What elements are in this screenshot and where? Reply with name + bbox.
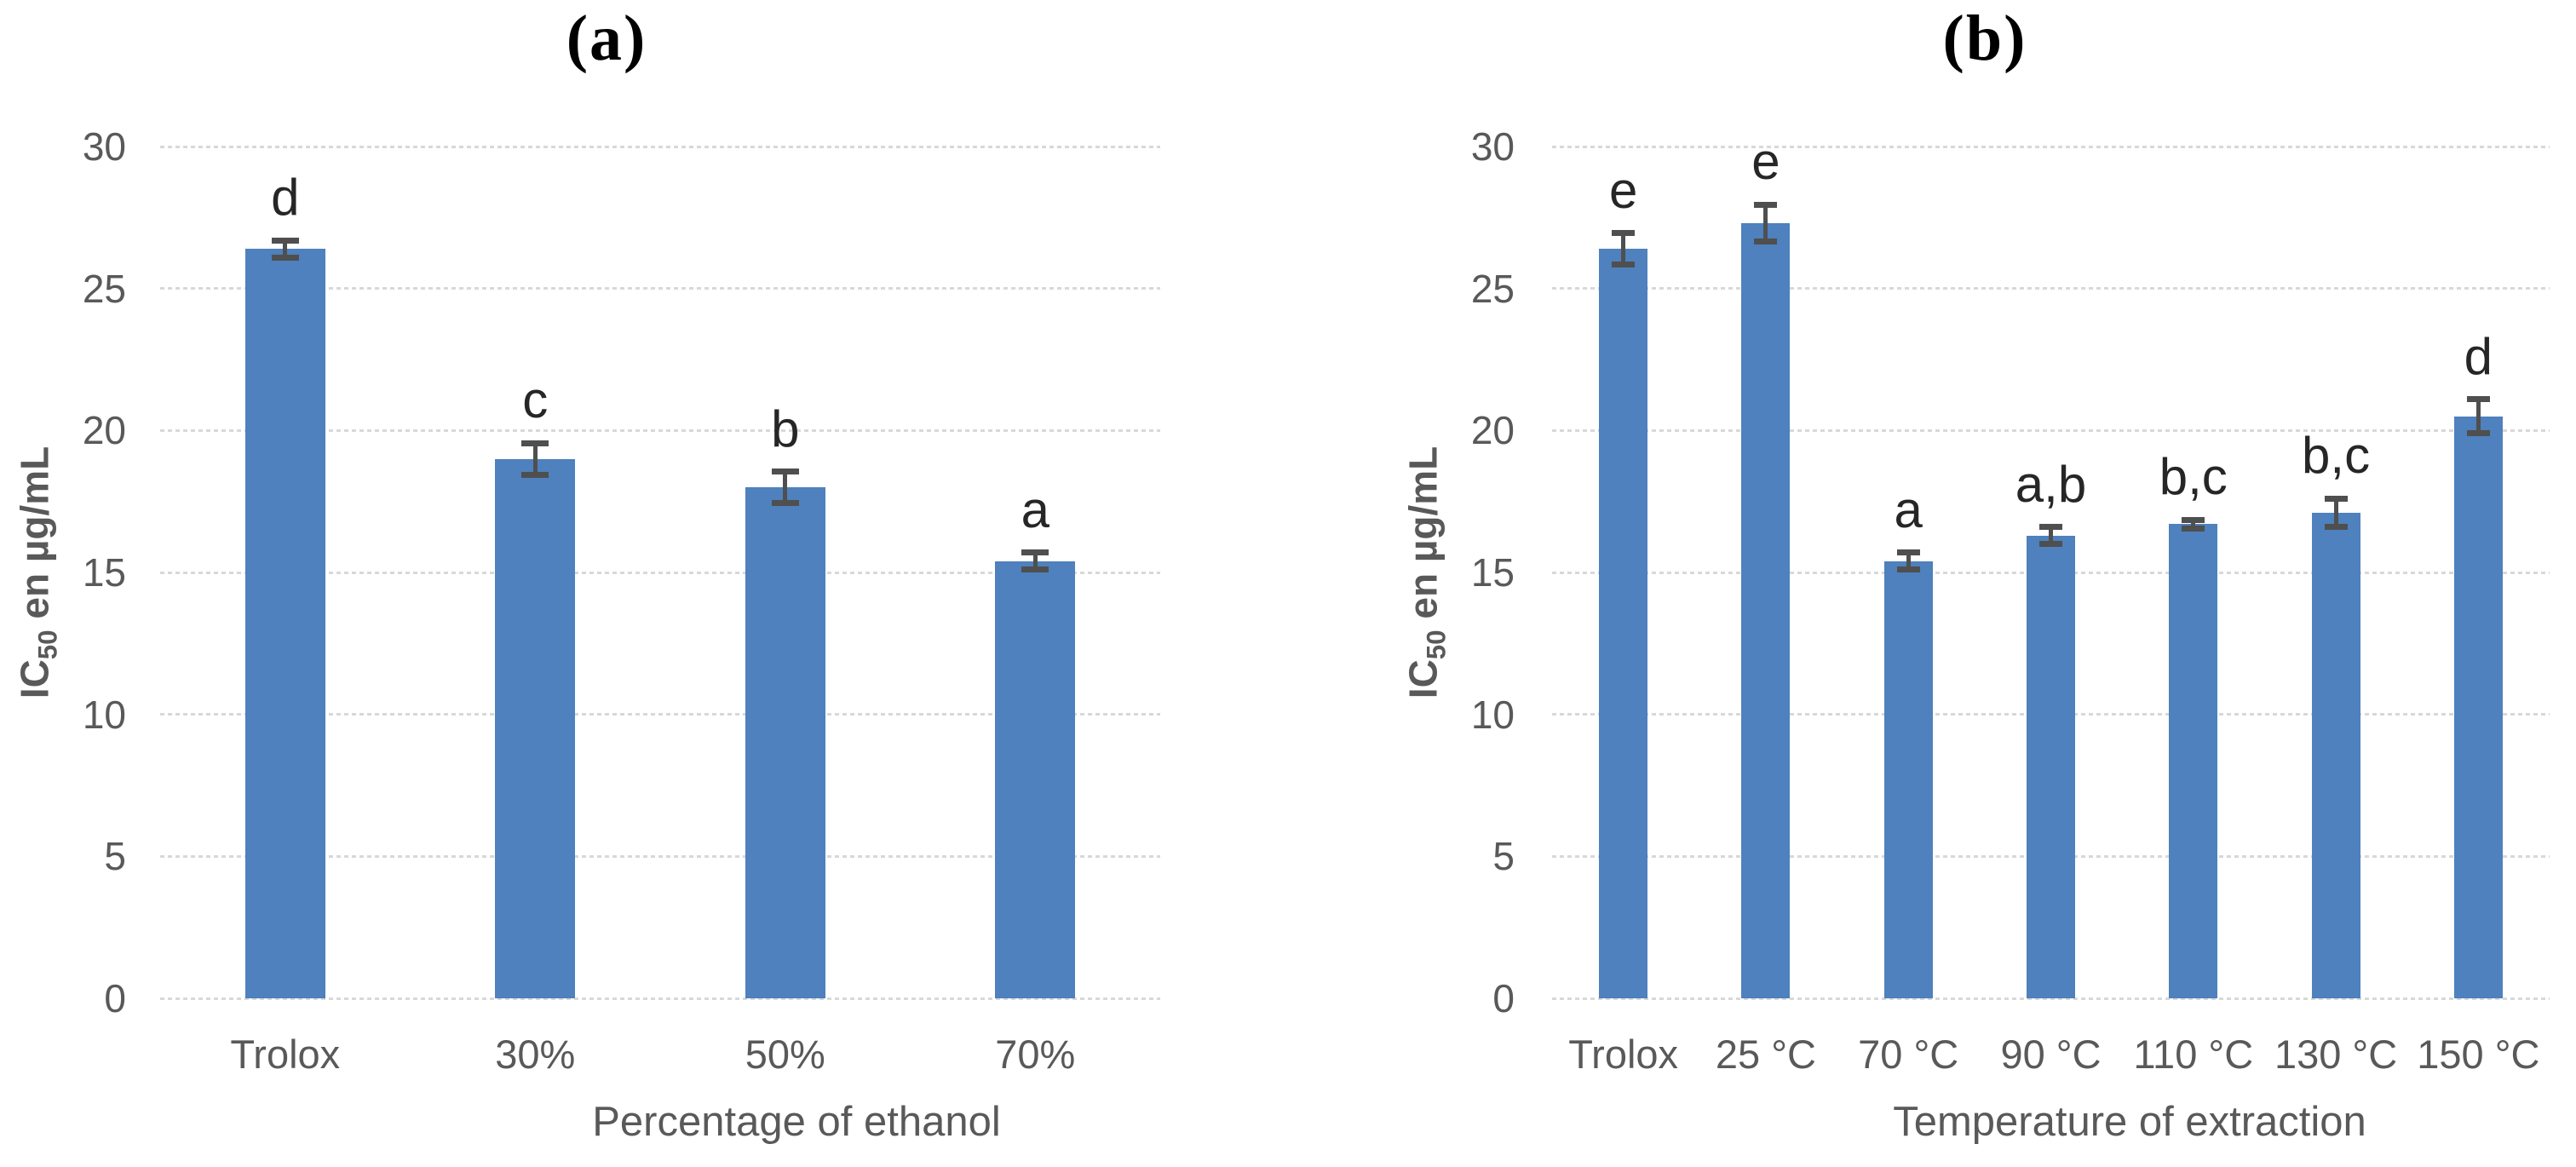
error-bar-line-25 °C xyxy=(1763,204,1768,242)
significance-letter-50%: b xyxy=(771,400,800,457)
significance-letter-110 °C: b,c xyxy=(2159,448,2228,506)
error-bar-cap-bottom-150 °C xyxy=(2466,430,2490,437)
x-tick-label-50%: 50% xyxy=(745,1032,825,1077)
significance-letter-70%: a xyxy=(1021,480,1049,538)
gridline-y25 xyxy=(1552,287,2550,290)
error-bar-cap-top-110 °C xyxy=(2182,516,2205,523)
x-axis-title: Percentage of ethanol xyxy=(592,1099,1001,1145)
significance-letter-130 °C: b,c xyxy=(2302,427,2371,485)
y-tick-label-20: 20 xyxy=(82,408,126,453)
error-bar-cap-bottom-Trolox xyxy=(271,254,299,261)
bar-70 °C xyxy=(1883,561,1933,998)
error-bar-cap-top-Trolox xyxy=(271,237,299,244)
x-axis-title: Temperature of extraction xyxy=(1893,1099,2366,1145)
significance-letter-25 °C: e xyxy=(1751,133,1780,191)
y-tick-label-0: 0 xyxy=(1492,976,1515,1020)
gridline-y5 xyxy=(160,854,1160,858)
error-bar-line-70 °C xyxy=(1906,552,1911,570)
error-bar-cap-top-150 °C xyxy=(2466,396,2490,403)
bar-50% xyxy=(745,487,825,998)
significance-letter-70 °C: a xyxy=(1894,480,1923,538)
y-tick-label-25: 25 xyxy=(82,266,126,311)
bar-70% xyxy=(995,561,1076,998)
error-bar-cap-top-Trolox xyxy=(1612,230,1636,237)
bar-110 °C xyxy=(2169,524,2218,998)
y-tick-label-25: 25 xyxy=(1470,266,1515,311)
x-tick-label-150 °C: 150 °C xyxy=(2417,1032,2540,1077)
error-bar-line-90 °C xyxy=(2049,526,2053,544)
error-bar-line-130 °C xyxy=(2333,498,2338,527)
y-tick-label-5: 5 xyxy=(1492,834,1515,879)
bar-130 °C xyxy=(2311,513,2360,998)
gridline-y30 xyxy=(1552,145,2550,148)
error-bar-cap-bottom-130 °C xyxy=(2324,524,2348,531)
y-tick-label-20: 20 xyxy=(1470,408,1515,453)
y-tick-label-15: 15 xyxy=(82,550,126,595)
error-bar-cap-top-130 °C xyxy=(2324,495,2348,502)
y-tick-label-10: 10 xyxy=(82,692,126,737)
error-bar-line-Trolox xyxy=(283,240,288,257)
gridline-y10 xyxy=(160,713,1160,716)
x-tick-label-90 °C: 90 °C xyxy=(2000,1032,2102,1077)
error-bar-cap-top-70 °C xyxy=(1896,549,1920,556)
error-bar-cap-bottom-70 °C xyxy=(1896,566,1920,573)
panel-title-a: (a) xyxy=(566,3,647,74)
error-bar-cap-bottom-50% xyxy=(771,499,799,506)
panel-title-b: (b) xyxy=(1942,3,2027,74)
error-bar-cap-top-25 °C xyxy=(1754,201,1778,208)
error-bar-cap-bottom-25 °C xyxy=(1754,239,1778,245)
x-tick-label-Trolox: Trolox xyxy=(1568,1032,1679,1077)
gridline-y0 xyxy=(160,997,1160,1000)
error-bar-cap-bottom-110 °C xyxy=(2182,525,2205,532)
y-tick-label-15: 15 xyxy=(1470,550,1515,595)
y-tick-label-0: 0 xyxy=(104,976,126,1020)
significance-letter-Trolox: e xyxy=(1608,161,1638,219)
gridline-y20 xyxy=(160,428,1160,432)
bar-Trolox xyxy=(244,249,325,998)
x-tick-label-30%: 30% xyxy=(495,1032,576,1077)
y-tick-label-5: 5 xyxy=(104,834,126,879)
gridline-y30 xyxy=(160,145,1160,148)
error-bar-line-50% xyxy=(783,471,788,503)
error-bar-line-70% xyxy=(1032,552,1038,570)
y-tick-label-10: 10 xyxy=(1470,692,1515,737)
x-tick-label-70 °C: 70 °C xyxy=(1858,1032,1959,1077)
significance-letter-30%: c xyxy=(522,371,549,429)
x-tick-label-25 °C: 25 °C xyxy=(1715,1032,1816,1077)
error-bar-cap-bottom-30% xyxy=(521,471,549,478)
error-bar-line-150 °C xyxy=(2475,399,2481,434)
error-bar-cap-top-50% xyxy=(771,469,799,475)
gridline-y25 xyxy=(160,287,1160,290)
error-bar-cap-top-70% xyxy=(1021,549,1049,556)
error-bar-line-110 °C xyxy=(2191,520,2196,529)
gridline-y15 xyxy=(160,571,1160,574)
error-bar-cap-bottom-90 °C xyxy=(2039,541,2062,548)
bar-150 °C xyxy=(2453,416,2503,998)
error-bar-cap-top-90 °C xyxy=(2039,524,2062,531)
x-tick-label-110 °C: 110 °C xyxy=(2133,1032,2254,1077)
bar-30% xyxy=(495,458,576,998)
error-bar-line-Trolox xyxy=(1621,233,1626,265)
significance-letter-90 °C: a,b xyxy=(2015,455,2087,513)
x-tick-label-Trolox: Trolox xyxy=(230,1032,341,1077)
bar-Trolox xyxy=(1599,249,1648,998)
significance-letter-Trolox: d xyxy=(271,169,300,226)
error-bar-cap-bottom-Trolox xyxy=(1612,261,1636,267)
bar-25 °C xyxy=(1741,223,1791,998)
x-tick-label-130 °C: 130 °C xyxy=(2274,1032,2398,1077)
x-tick-label-70%: 70% xyxy=(995,1032,1076,1077)
y-tick-label-30: 30 xyxy=(1470,124,1515,169)
error-bar-cap-bottom-70% xyxy=(1021,566,1049,573)
y-tick-label-30: 30 xyxy=(82,124,126,169)
gridline-y20 xyxy=(1552,428,2550,432)
gridline-y0 xyxy=(1552,997,2550,1000)
error-bar-line-30% xyxy=(532,443,538,474)
significance-letter-150 °C: d xyxy=(2464,327,2493,385)
bar-90 °C xyxy=(2027,535,2075,998)
error-bar-cap-top-30% xyxy=(521,440,549,446)
